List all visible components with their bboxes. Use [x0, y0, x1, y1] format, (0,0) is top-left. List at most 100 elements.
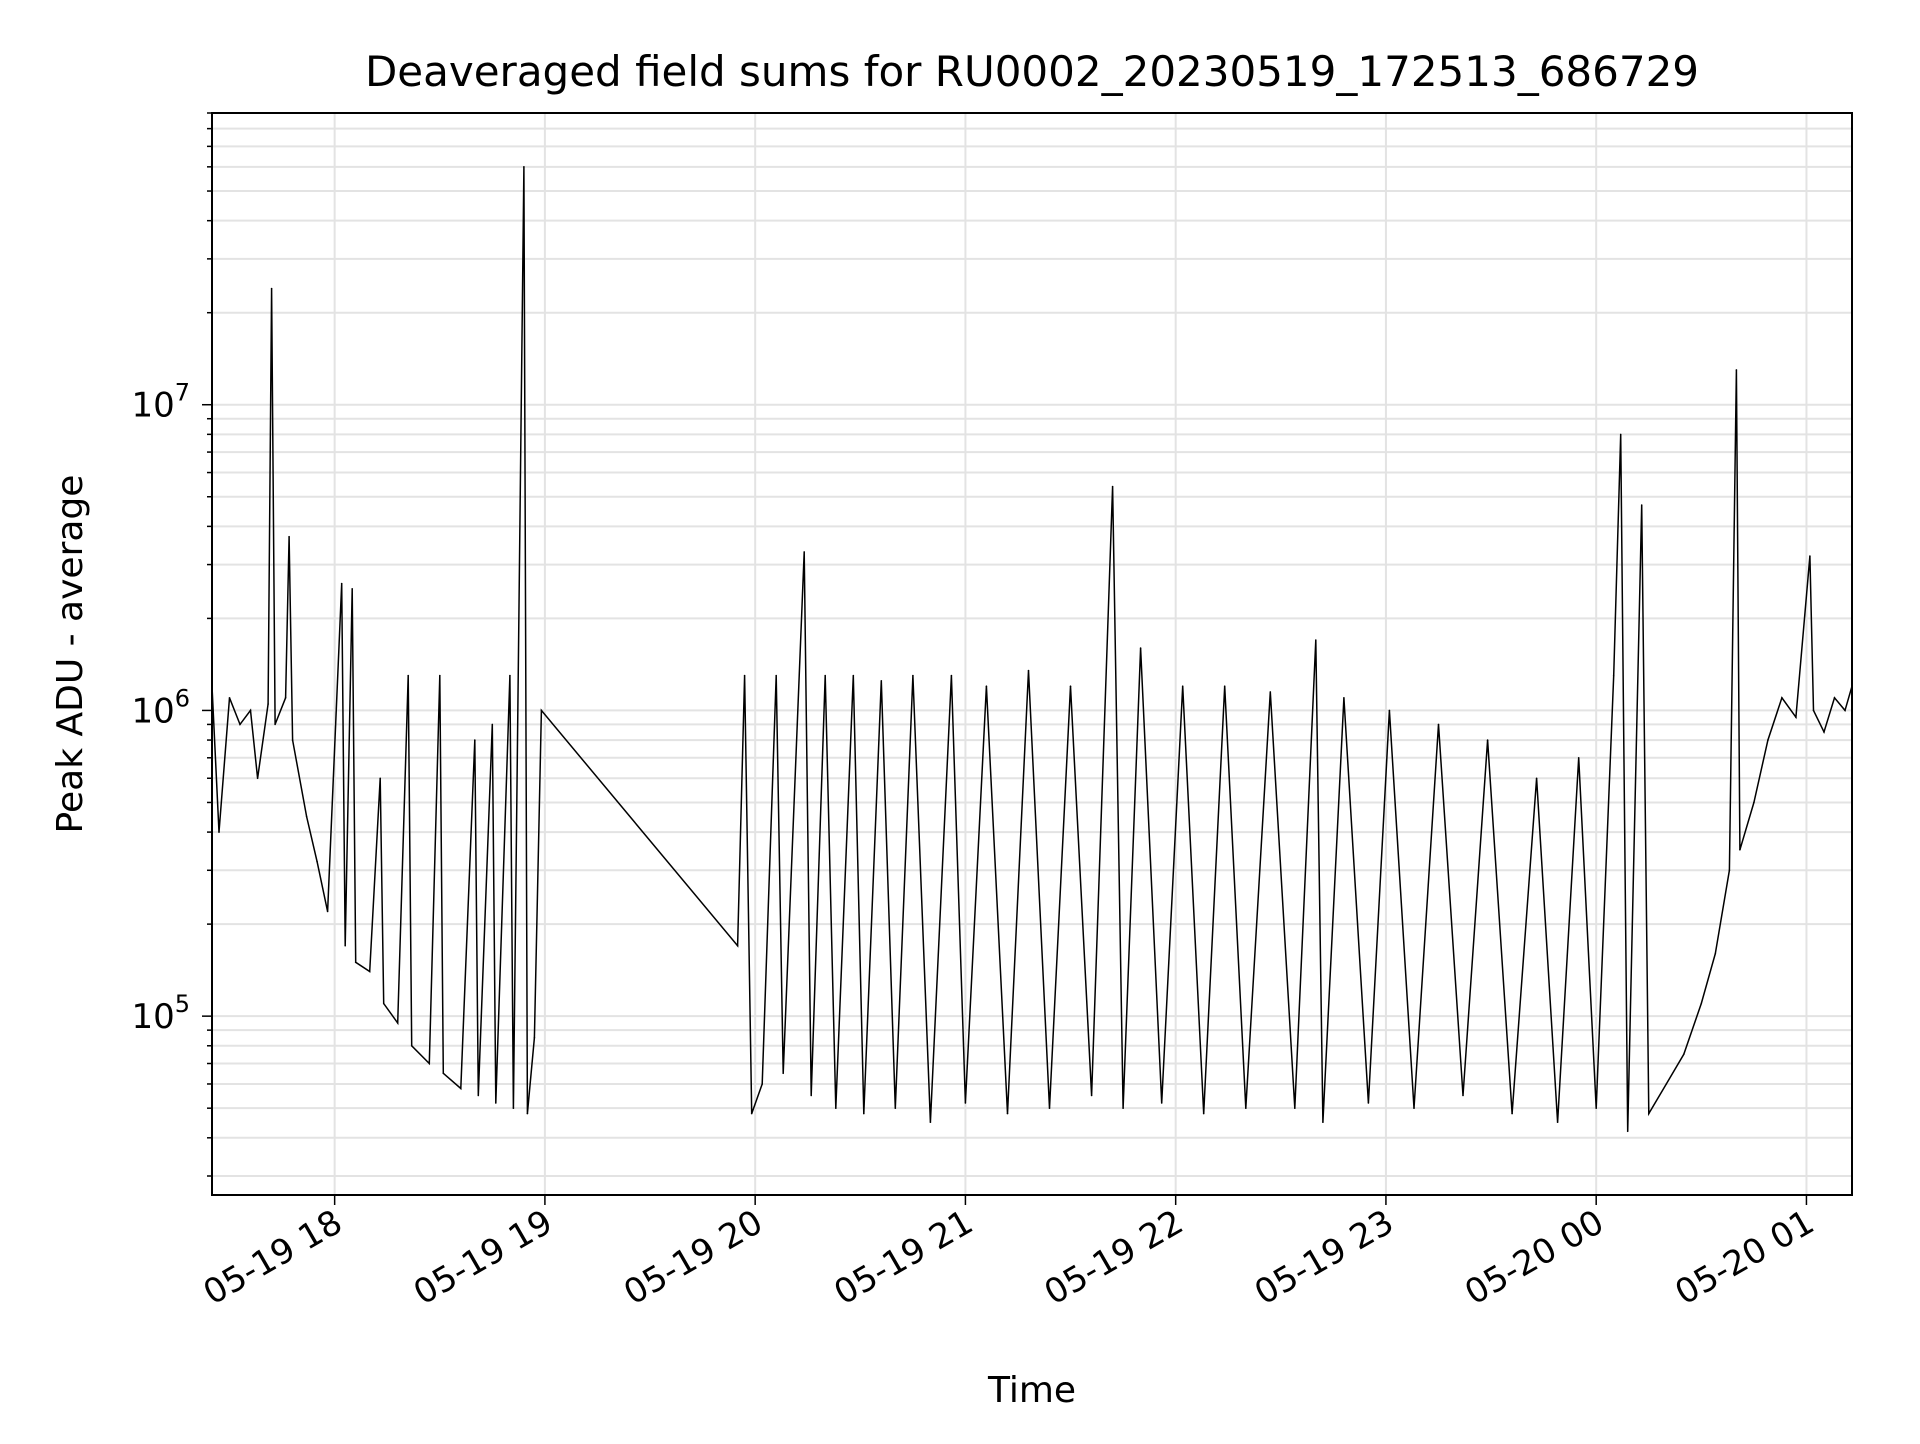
- data-point: [1223, 685, 1226, 687]
- y-tick-exponent: 6: [175, 684, 190, 712]
- data-point: [379, 777, 382, 780]
- data-point: [396, 1022, 399, 1024]
- data-point: [775, 674, 777, 677]
- y-tick-exponent: 5: [175, 990, 190, 1018]
- data-point: [880, 680, 883, 682]
- data-point: [1767, 739, 1769, 741]
- data-point: [1823, 731, 1825, 733]
- data-point: [316, 860, 318, 863]
- y-tick-label: 107: [131, 379, 190, 426]
- data-point: [894, 1107, 897, 1109]
- data-point: [803, 551, 805, 553]
- data-point: [1683, 1053, 1685, 1056]
- data-point: [267, 703, 269, 705]
- data-point: [305, 815, 308, 818]
- data-point: [1809, 555, 1811, 557]
- data-point: [288, 535, 290, 538]
- data-point: [950, 674, 953, 677]
- data-point: [810, 1094, 812, 1097]
- data-point: [1577, 757, 1580, 759]
- x-axis-label: Time: [987, 1370, 1076, 1411]
- data-point: [239, 723, 241, 726]
- data-point: [1844, 709, 1846, 712]
- data-point: [460, 1087, 462, 1090]
- data-point: [382, 1002, 385, 1005]
- data-point: [442, 1072, 445, 1075]
- data-point: [410, 1045, 413, 1047]
- data-point: [782, 1072, 784, 1075]
- data-point: [1833, 697, 1836, 699]
- data-point: [1388, 709, 1391, 712]
- data-point: [512, 1107, 515, 1109]
- data-point: [863, 1112, 865, 1115]
- data-point: [1437, 723, 1440, 726]
- data-point: [1462, 1094, 1464, 1097]
- data-point: [344, 944, 347, 947]
- y-axis-label: Peak ADU - average: [50, 475, 91, 834]
- data-point: [270, 287, 273, 290]
- data-point: [474, 739, 476, 741]
- data-point: [1294, 1107, 1296, 1109]
- data-point: [249, 709, 252, 712]
- data-point: [761, 1083, 763, 1085]
- data-point: [291, 739, 294, 741]
- data-point: [533, 1036, 536, 1039]
- data-point: [1413, 1107, 1415, 1109]
- data-point: [1556, 1121, 1559, 1123]
- y-tick-label: 105: [131, 990, 190, 1037]
- data-point: [1735, 369, 1738, 371]
- data-point: [477, 1094, 480, 1097]
- plot-frame: [211, 112, 1853, 1196]
- data-point: [1665, 1083, 1668, 1085]
- data-point: [1626, 1130, 1629, 1133]
- data-point: [439, 674, 441, 677]
- data-point: [852, 674, 855, 677]
- data-point: [1122, 1107, 1124, 1109]
- y-tick-base: 10: [131, 386, 174, 426]
- data-point: [354, 961, 357, 964]
- data-point: [1139, 647, 1142, 649]
- data-point: [1648, 1112, 1650, 1115]
- y-tick-base: 10: [131, 997, 174, 1037]
- data-point: [540, 709, 543, 712]
- data-point: [407, 674, 410, 677]
- data-point: [1269, 691, 1272, 693]
- data-point: [1315, 639, 1317, 641]
- data-point: [1367, 1102, 1370, 1104]
- data-point: [912, 674, 914, 677]
- data-point: [491, 723, 494, 726]
- data-point: [1728, 869, 1731, 872]
- data-point: [1160, 1102, 1163, 1104]
- data-point: [1795, 716, 1797, 718]
- data-point: [1486, 739, 1489, 741]
- data-point: [929, 1121, 932, 1123]
- data-point: [1006, 1112, 1009, 1115]
- data-point: [1048, 1107, 1051, 1109]
- data-point: [1700, 1002, 1703, 1005]
- data-point: [1202, 1112, 1205, 1115]
- data-point: [1640, 504, 1643, 506]
- y-tick-label: 106: [131, 684, 190, 731]
- y-tick-exponent: 7: [175, 379, 190, 407]
- data-point: [1343, 697, 1345, 699]
- data-point: [824, 674, 826, 677]
- data-point: [1595, 1107, 1597, 1109]
- data-point: [1322, 1121, 1324, 1123]
- data-point: [274, 723, 276, 726]
- data-point: [1535, 777, 1538, 780]
- data-point: [368, 970, 371, 973]
- data-point: [985, 685, 988, 687]
- data-point: [340, 582, 343, 585]
- data-point: [509, 674, 511, 677]
- data-point: [736, 944, 739, 947]
- data-point: [1111, 485, 1114, 488]
- data-point: [1612, 674, 1615, 677]
- data-point: [1069, 685, 1072, 687]
- data-point: [1245, 1107, 1247, 1109]
- data-point: [1027, 669, 1030, 672]
- data-point: [428, 1062, 431, 1065]
- data-point: [1812, 709, 1815, 712]
